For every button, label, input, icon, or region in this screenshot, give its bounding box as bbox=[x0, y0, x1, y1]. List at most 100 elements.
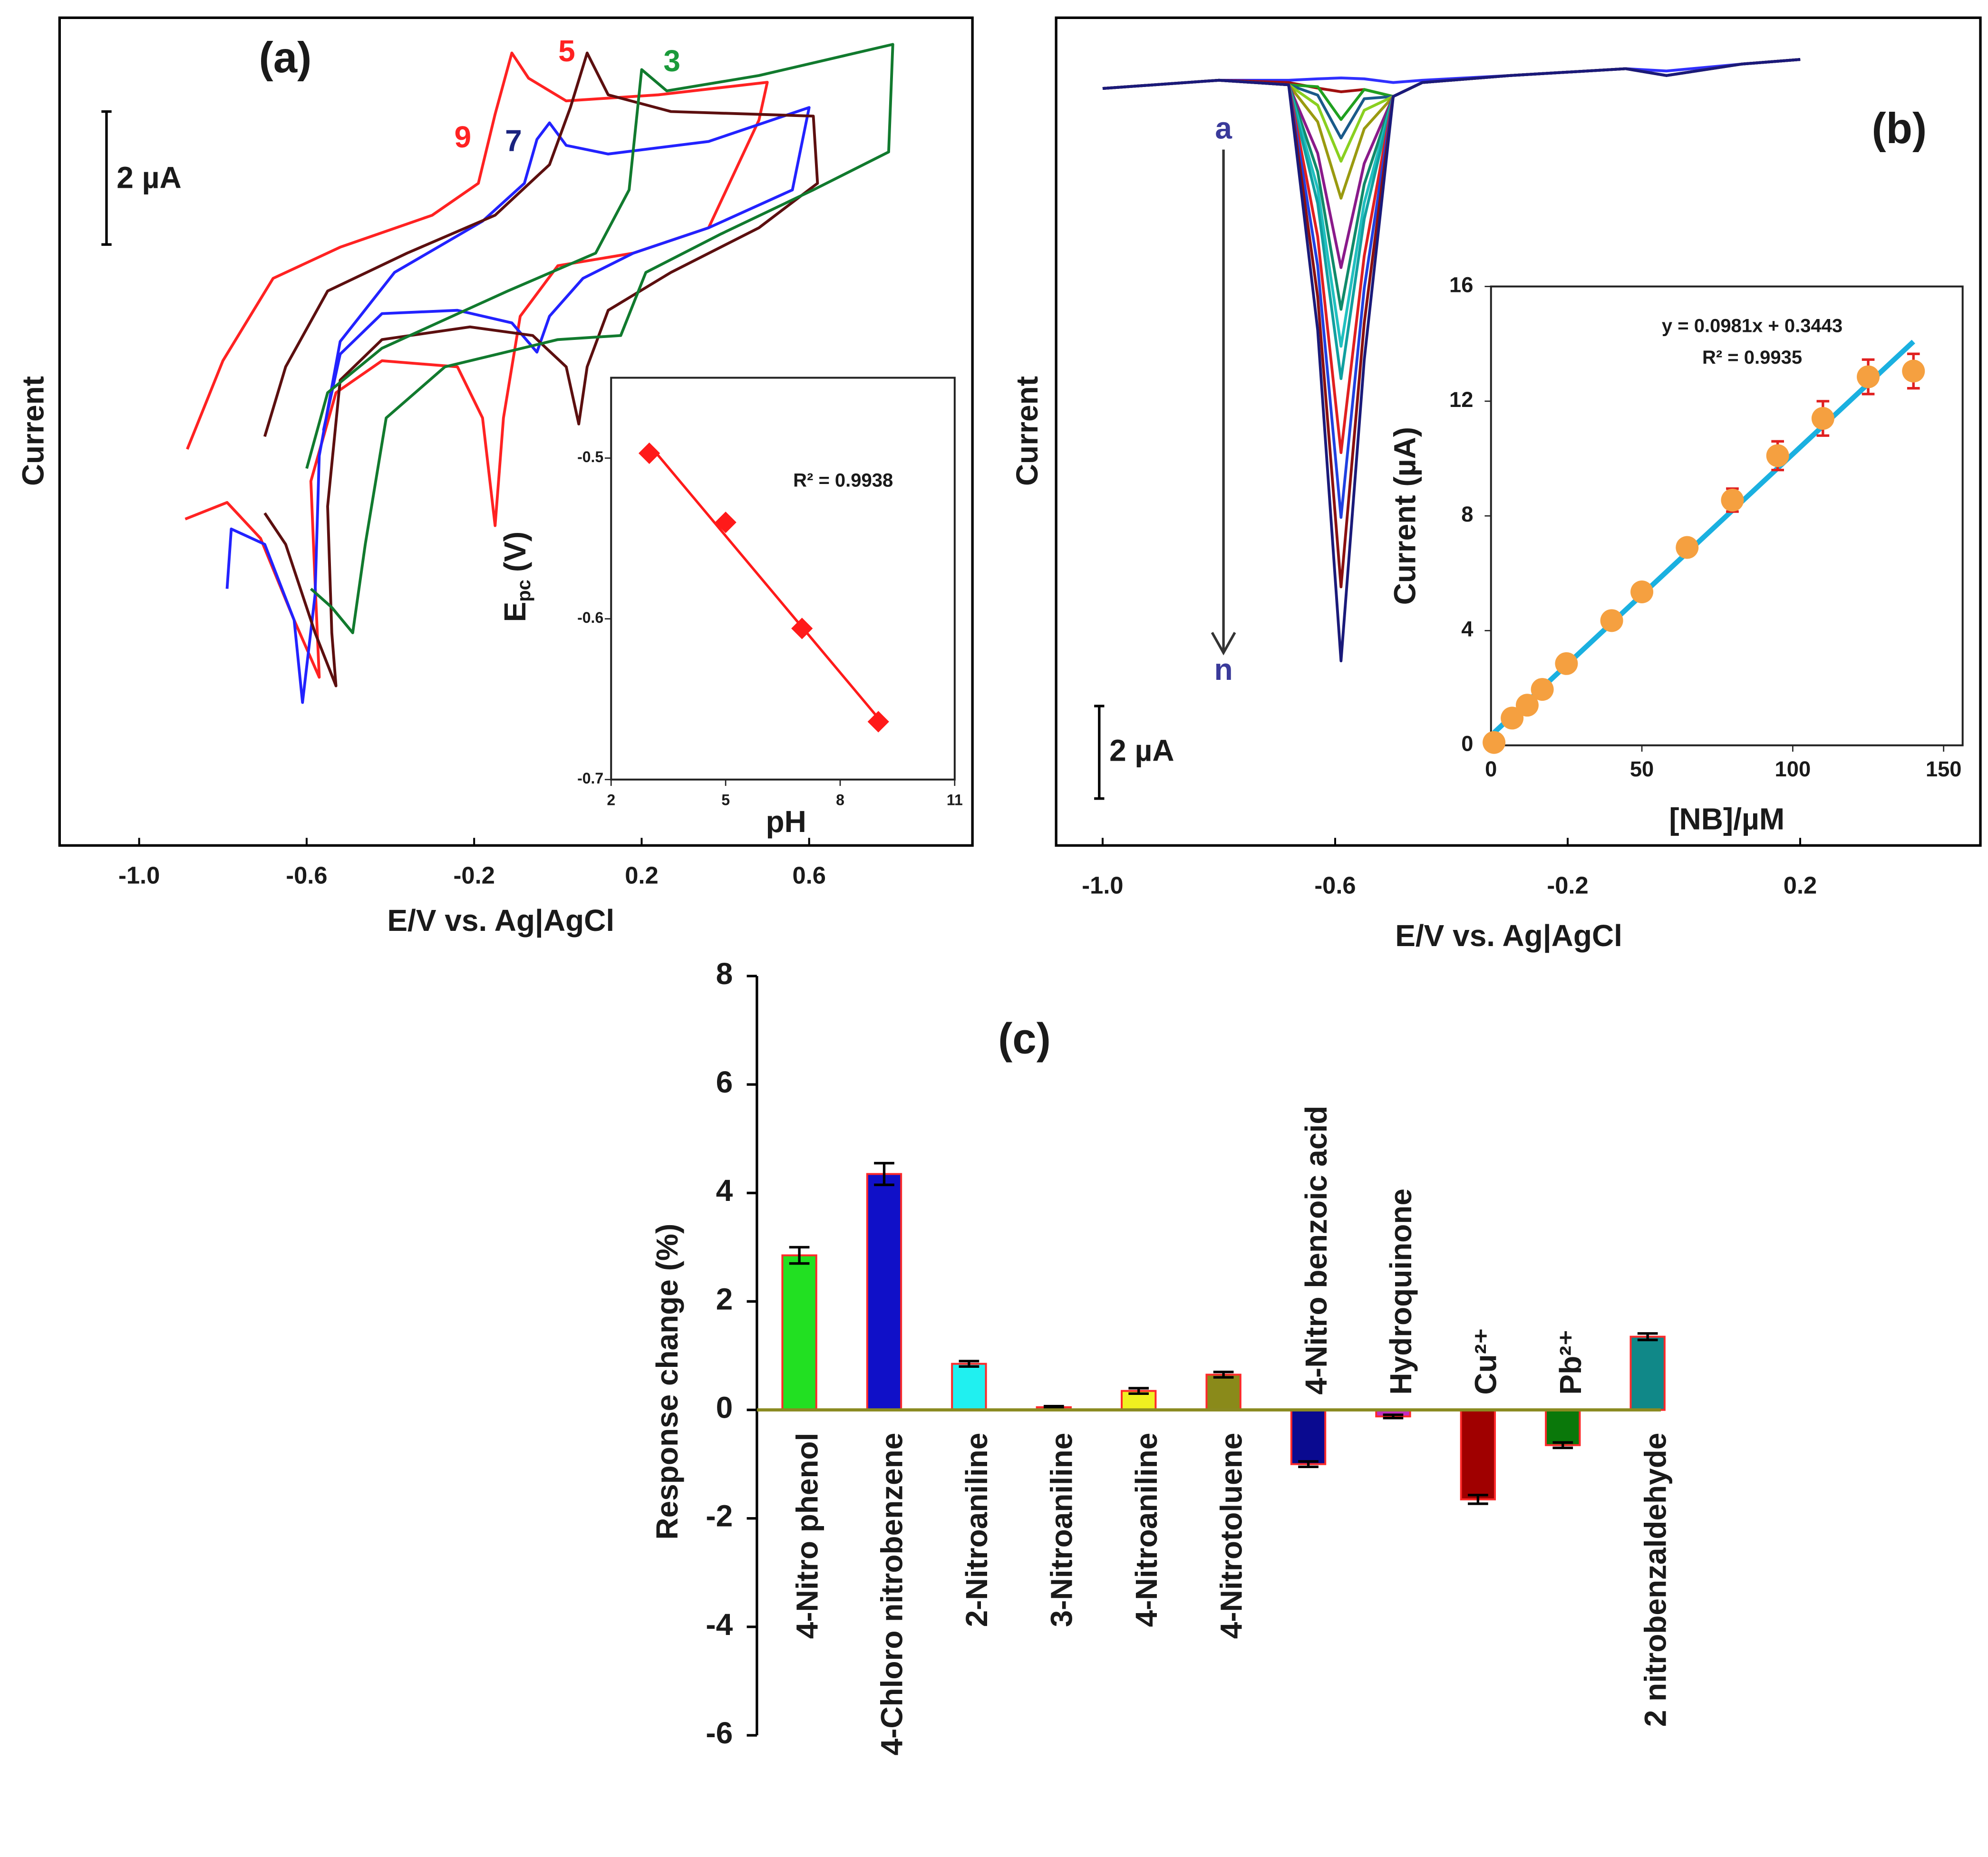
bar bbox=[951, 1363, 987, 1411]
plot-frame bbox=[58, 16, 974, 847]
curve-label: a bbox=[1215, 111, 1232, 145]
panel-title: (c) bbox=[998, 1015, 1051, 1063]
point bbox=[1766, 444, 1789, 467]
bar bbox=[1205, 1373, 1241, 1411]
bar bbox=[1545, 1409, 1581, 1446]
bar bbox=[1290, 1409, 1327, 1465]
x-tick-label: -0.2 bbox=[454, 861, 495, 889]
point bbox=[1515, 694, 1539, 717]
point bbox=[1721, 488, 1744, 512]
y-tick-label: -6 bbox=[706, 1716, 733, 1750]
x-tick-label: 2 bbox=[607, 791, 615, 808]
bar bbox=[1460, 1409, 1496, 1500]
scale-bar-label: 2 µA bbox=[116, 161, 181, 195]
x-tick-label: 0.2 bbox=[625, 861, 658, 889]
y-axis-label: Current bbox=[1010, 376, 1044, 486]
category-label: Cu²⁺ bbox=[1469, 1328, 1503, 1394]
y-tick-label: 12 bbox=[1449, 387, 1473, 412]
y-axis-label: Response change (%) bbox=[650, 1224, 684, 1540]
x-tick-label: -0.6 bbox=[286, 861, 327, 889]
x-axis-label: E/V vs. Ag|AgCl bbox=[387, 903, 614, 938]
point bbox=[1630, 580, 1654, 603]
curve-label: 9 bbox=[454, 120, 471, 154]
curve-label: 5 bbox=[558, 34, 575, 68]
point bbox=[1811, 407, 1834, 430]
category-label: 2 nitrobenzaldehyde bbox=[1638, 1433, 1672, 1727]
x-tick-label: 0.2 bbox=[1784, 872, 1817, 899]
scale-bar-label: 2 µA bbox=[1109, 734, 1174, 768]
y-tick-label: -4 bbox=[706, 1607, 733, 1642]
y-axis-label: Current bbox=[16, 376, 50, 486]
category-label: 3-Nitroaniline bbox=[1045, 1433, 1079, 1627]
y-axis-label: Current (µA) bbox=[1388, 427, 1422, 605]
trend-line bbox=[648, 444, 880, 719]
panel-title: (b) bbox=[1872, 105, 1927, 153]
y-tick-label: 8 bbox=[1461, 502, 1473, 526]
x-tick-label: -1.0 bbox=[1082, 872, 1123, 899]
point bbox=[1531, 678, 1554, 701]
x-axis-label: pH bbox=[766, 804, 806, 839]
x-axis-label: E/V vs. Ag|AgCl bbox=[1395, 919, 1622, 953]
x-tick-label: 0.6 bbox=[792, 861, 825, 889]
category-label: 4-Nitro benzoic acid bbox=[1299, 1106, 1333, 1395]
x-tick-label: 150 bbox=[1926, 757, 1962, 781]
x-tick-label: 0 bbox=[1485, 757, 1497, 781]
category-label: 4-Nitroaniline bbox=[1129, 1433, 1164, 1627]
bar bbox=[1629, 1335, 1666, 1411]
curve bbox=[225, 106, 811, 704]
category-label: 4-Nitro phenol bbox=[790, 1433, 824, 1639]
y-tick-label: -2 bbox=[706, 1499, 733, 1533]
category-label: Hydroquinone bbox=[1384, 1189, 1418, 1395]
y-tick-label: -0.7 bbox=[577, 770, 603, 787]
x-tick-label: -1.0 bbox=[118, 861, 160, 889]
curve bbox=[1102, 58, 1801, 90]
panel-title: (a) bbox=[259, 34, 312, 82]
y-tick-label: 2 bbox=[716, 1282, 733, 1316]
x-tick-label: 5 bbox=[721, 791, 730, 808]
x-tick-label: 50 bbox=[1630, 757, 1654, 781]
curve bbox=[305, 43, 894, 634]
x-tick-label: -0.6 bbox=[1314, 872, 1356, 899]
y-axis-label-sub: pc bbox=[513, 580, 534, 602]
y-axis-label: Epc (V) bbox=[498, 532, 534, 622]
bar bbox=[781, 1254, 817, 1411]
x-tick-label: 11 bbox=[947, 791, 963, 808]
y-axis-label-main: E bbox=[498, 602, 532, 622]
curve-label: n bbox=[1214, 652, 1233, 687]
point bbox=[1555, 652, 1578, 675]
y-tick-label: 6 bbox=[716, 1065, 733, 1099]
curve bbox=[1102, 58, 1801, 663]
y-tick-label: 4 bbox=[716, 1173, 733, 1208]
category-label: Pb²⁺ bbox=[1553, 1330, 1588, 1395]
point bbox=[1501, 706, 1524, 730]
annotation: R² = 0.9938 bbox=[793, 470, 893, 491]
y-tick-label: 0 bbox=[716, 1390, 733, 1424]
x-tick-label: -0.2 bbox=[1547, 872, 1588, 899]
annotation: R² = 0.9935 bbox=[1702, 347, 1802, 368]
point bbox=[1483, 731, 1506, 754]
y-tick-label: 0 bbox=[1461, 732, 1473, 756]
x-tick-label: 100 bbox=[1775, 757, 1811, 781]
point bbox=[1676, 536, 1699, 559]
point bbox=[1857, 365, 1880, 388]
category-label: 4-Nitrotoluene bbox=[1214, 1433, 1248, 1639]
point bbox=[1600, 609, 1623, 632]
annotation: y = 0.0981x + 0.3443 bbox=[1662, 315, 1843, 336]
y-tick-label: -0.6 bbox=[577, 609, 603, 626]
category-label: 2-Nitroaniline bbox=[960, 1433, 994, 1627]
x-axis-label: [NB]/µM bbox=[1669, 802, 1784, 836]
curve-label: 7 bbox=[505, 124, 522, 158]
x-tick-label: 8 bbox=[836, 791, 844, 808]
y-tick-label: -0.5 bbox=[577, 448, 603, 465]
category-label: 4-Chloro nitrobenzene bbox=[875, 1433, 909, 1756]
bar bbox=[866, 1173, 902, 1411]
plot-frame bbox=[1055, 16, 1982, 847]
y-axis-label-unit: (V) bbox=[498, 532, 532, 572]
y-tick-label: 8 bbox=[716, 957, 733, 991]
point bbox=[1902, 359, 1925, 383]
y-tick-label: 4 bbox=[1461, 617, 1473, 641]
y-tick-label: 16 bbox=[1449, 273, 1473, 297]
inset-frame bbox=[610, 377, 956, 781]
